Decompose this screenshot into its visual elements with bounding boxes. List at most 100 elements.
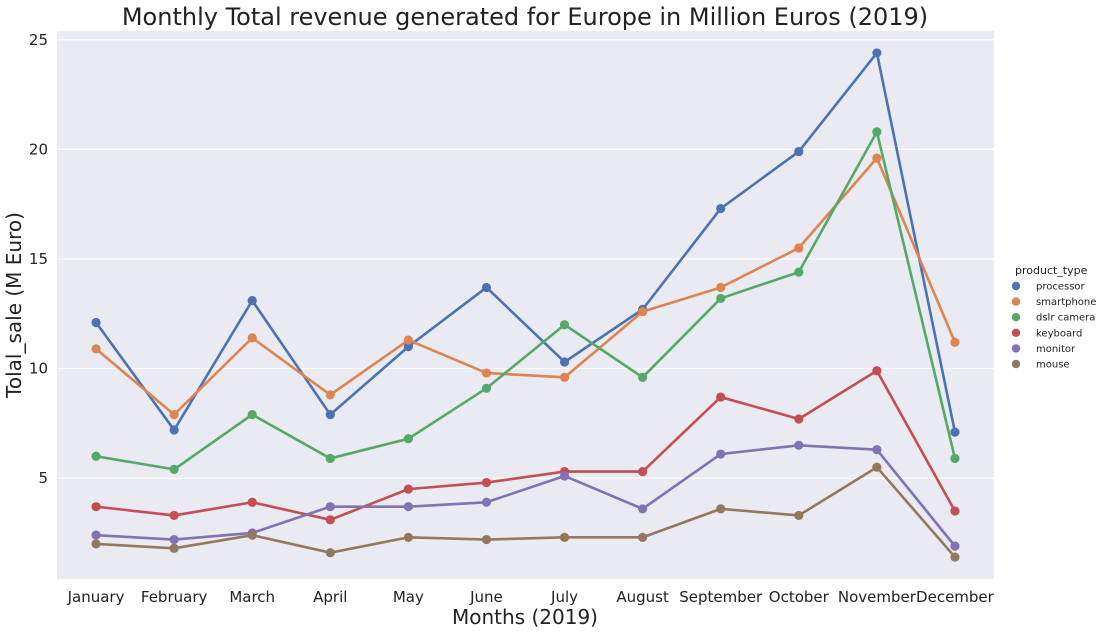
series-line-smartphone [95,156,957,416]
data-point-smartphone-april [325,390,335,400]
data-point-mouse-november [872,462,882,472]
plot-area [57,31,994,579]
series-line-dslr-camera [95,130,957,471]
data-point-processor-february [169,425,179,435]
legend-label-processor: processor [1036,282,1086,293]
series-line-mouse [95,465,956,558]
series-smartphone [91,153,960,420]
data-point-processor-january [91,317,101,328]
x-tick-label-march: March [229,588,275,606]
data-point-mouse-july [559,532,570,542]
data-point-mouse-february [169,543,179,553]
data-point-keyboard-december [950,506,960,516]
data-point-smartphone-march [247,333,257,343]
data-point-mouse-may [403,532,413,542]
data-point-dslr-camera-january [91,451,101,461]
data-point-keyboard-november [872,366,882,376]
data-point-processor-september [716,203,726,214]
data-point-monitor-november [872,445,882,455]
data-point-processor-july [559,357,570,367]
data-point-monitor-july [559,471,570,481]
data-point-monitor-january [91,530,101,540]
x-axis-label: Months (2019) [452,605,598,629]
data-point-dslr-camera-november [872,127,882,137]
x-tick-label-july: July [550,588,578,606]
y-tick-label: 10 [29,360,48,378]
data-point-mouse-september [716,504,726,514]
grid-lines [57,39,994,479]
data-point-monitor-october [794,440,804,450]
chart-title: Monthly Total revenue generated for Euro… [122,3,928,31]
data-point-mouse-august [638,532,648,542]
data-point-keyboard-august [638,466,648,477]
legend-marker-keyboard [1011,328,1021,337]
legend-label-smartphone: smartphone [1036,297,1096,308]
data-point-smartphone-september [716,282,726,293]
series-layer [91,48,960,562]
data-point-monitor-april [325,502,335,512]
data-point-processor-april [325,410,335,420]
legend-title: product_type [1015,264,1088,277]
data-point-dslr-camera-october [794,267,804,277]
data-point-processor-march [247,296,257,306]
x-tick-labels: January February March April May June July Augu… [67,588,995,606]
data-point-smartphone-december [950,337,960,347]
y-axis-label: Tolal_sale (M Euro) [2,212,26,399]
data-point-keyboard-september [716,392,726,402]
data-point-processor-december [950,427,960,437]
y-tick-label: 15 [29,250,48,268]
legend-marker-processor [1011,281,1021,291]
x-tick-label-december: December [916,588,995,606]
data-point-processor-october [794,146,804,157]
data-point-mouse-april [325,548,335,558]
data-point-monitor-august [638,504,648,514]
data-point-smartphone-october [794,243,804,253]
data-point-dslr-camera-february [169,464,179,474]
data-point-dslr-camera-june [481,383,492,393]
legend-label-dslr-camera: dslr camera [1036,313,1095,324]
legend-marker-smartphone [1011,297,1021,306]
x-tick-label-august: August [616,588,669,606]
series-line-processor [94,51,957,433]
data-point-monitor-september [716,449,726,459]
data-point-mouse-december [950,552,960,562]
legend-label-monitor: monitor [1036,344,1076,355]
data-point-keyboard-april [325,515,335,525]
data-point-dslr-camera-december [950,453,960,464]
data-point-keyboard-october [794,414,804,424]
data-point-dslr-camera-july [559,320,570,330]
x-tick-label-september: September [679,588,763,606]
data-point-dslr-camera-august [638,372,648,382]
data-point-smartphone-july [559,372,570,382]
data-point-dslr-camera-march [247,410,257,420]
y-tick-label: 25 [29,31,48,49]
legend-marker-dslr-camera [1011,313,1021,322]
data-point-dslr-camera-may [403,434,413,444]
series-dslr-camera [91,127,960,474]
data-point-keyboard-may [403,484,413,494]
x-tick-label-june: June [469,588,503,606]
x-tick-label-november: November [838,588,917,606]
data-point-dslr-camera-april [325,453,335,464]
data-point-processor-november [872,48,882,58]
series-keyboard [91,366,960,525]
x-tick-label-april: April [313,588,347,606]
legend-label-keyboard: keyboard [1036,328,1082,339]
data-point-mouse-october [794,510,804,521]
data-point-dslr-camera-september [716,293,726,304]
data-point-smartphone-may [403,335,413,345]
data-point-mouse-march [247,530,257,540]
y-tick-label: 20 [29,140,48,158]
data-point-mouse-june [481,534,492,545]
series-mouse [91,462,960,562]
legend-label-mouse: mouse [1036,360,1070,371]
data-point-monitor-december [950,541,960,551]
x-tick-label-may: May [393,588,424,606]
data-point-keyboard-march [247,497,257,507]
data-point-mouse-january [91,539,101,549]
x-tick-label-february: February [141,588,208,606]
data-point-monitor-june [481,497,492,507]
data-point-keyboard-february [169,510,179,521]
data-point-smartphone-february [169,410,179,420]
